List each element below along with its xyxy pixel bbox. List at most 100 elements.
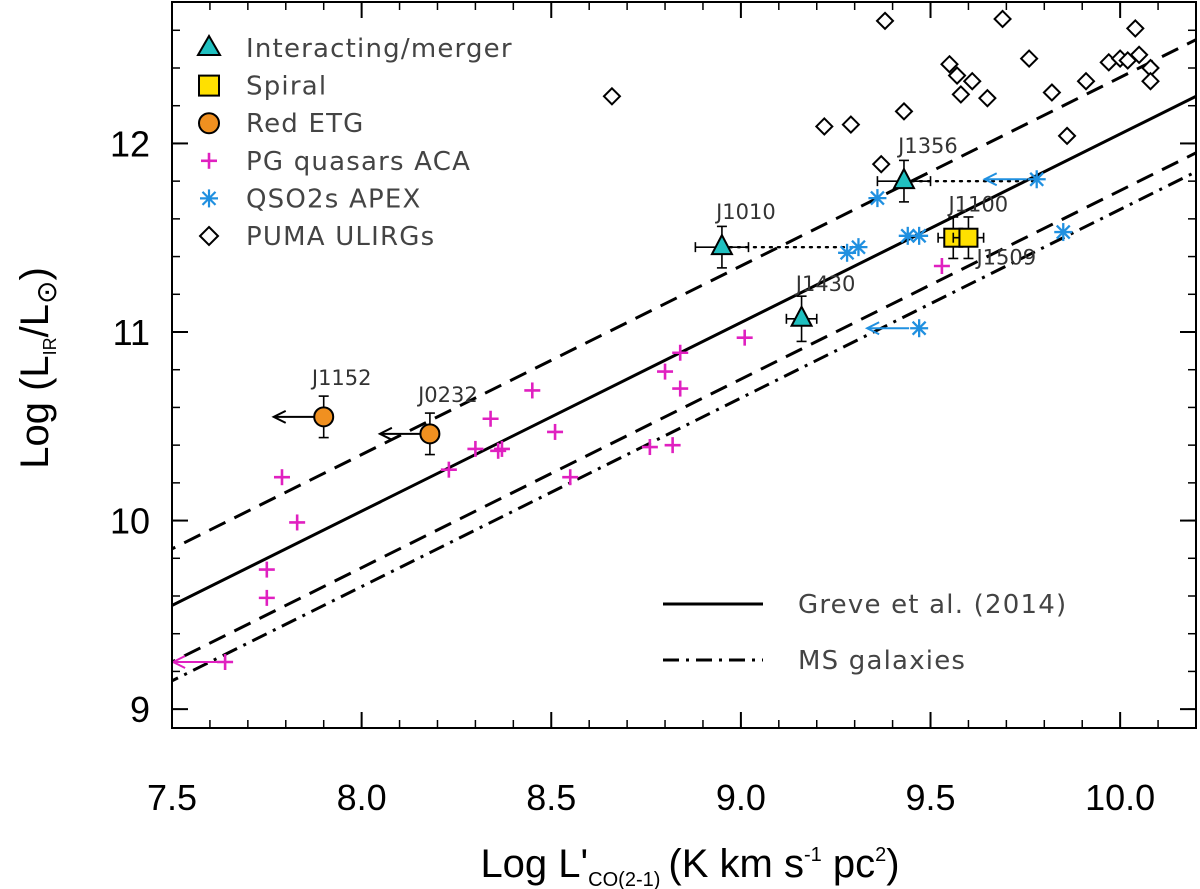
pg-quasar-point bbox=[524, 382, 541, 399]
puma-ulirg-point bbox=[894, 101, 914, 121]
pg-quasar-point bbox=[482, 410, 499, 427]
greve-upper-dashed-line bbox=[172, 38, 1196, 551]
pg-quasar-point bbox=[490, 442, 507, 459]
puma-ulirg-point bbox=[871, 154, 891, 174]
legend-label: Spiral bbox=[246, 72, 327, 102]
data-points bbox=[170, 9, 1160, 670]
axis-ticks: 7.5 8.0 8.5 9.0 9.5 10.0 9 10 11 12 bbox=[110, 2, 1197, 818]
pg-quasar-point bbox=[664, 437, 681, 454]
pg-quasar-point bbox=[672, 380, 689, 397]
connector-lines bbox=[720, 179, 1038, 249]
line-legend-label: Greve et al. (2014) bbox=[798, 590, 1067, 620]
x-tick-label: 9.0 bbox=[716, 777, 766, 818]
puma-ulirg-point bbox=[875, 11, 895, 31]
pg-quasar-point bbox=[217, 654, 234, 670]
pg-quasar-point bbox=[657, 363, 674, 380]
legend-label: Red ETG bbox=[246, 109, 365, 139]
relation-lines bbox=[172, 38, 1196, 683]
point-annotation: J1010 bbox=[714, 200, 776, 224]
y-axis-label: Log (LIR/L⊙) bbox=[13, 267, 62, 469]
puma-ulirg-point bbox=[962, 71, 982, 91]
puma-ulirg-point bbox=[1042, 83, 1062, 102]
puma-ulirg-point bbox=[947, 66, 967, 85]
red-etg-limit-arrow bbox=[271, 409, 314, 424]
puma-ulirg-point bbox=[814, 117, 834, 136]
pg-quasar-point bbox=[493, 440, 510, 457]
point-annotation: J1430 bbox=[794, 272, 856, 296]
puma-ulirg-point bbox=[841, 115, 861, 134]
legend-label: Interacting/merger bbox=[246, 34, 513, 64]
pg-quasar-point bbox=[562, 469, 579, 486]
legend-marker-plus bbox=[201, 152, 217, 169]
x-axis-label: Log L'CO(2-1) (K km s-1 pc2) bbox=[480, 842, 899, 889]
pg-quasar-point bbox=[467, 440, 484, 457]
merger-point bbox=[892, 166, 916, 190]
merger-point bbox=[789, 304, 814, 327]
ms-galaxies-line bbox=[172, 170, 1196, 683]
puma-ulirg-point bbox=[940, 54, 959, 74]
legend-marker-triangle bbox=[196, 34, 222, 56]
pg-quasar-point bbox=[440, 461, 457, 478]
y-tick-label: 9 bbox=[130, 689, 150, 730]
point-annotation: J0232 bbox=[416, 383, 478, 407]
x-tick-label: 7.5 bbox=[147, 777, 197, 818]
y-tick-label: 11 bbox=[113, 312, 150, 353]
legend-marker-circle bbox=[198, 112, 220, 135]
merger-point bbox=[710, 232, 734, 256]
red-etg-point bbox=[419, 423, 441, 445]
puma-ulirg-point bbox=[977, 88, 997, 108]
greve-lower-dashed-line bbox=[172, 151, 1196, 664]
point-annotations: J1152 J0232 J1010 J1430 J1356 J1100 J1509 bbox=[310, 134, 1036, 407]
legend-label: PG quasars ACA bbox=[246, 147, 471, 177]
puma-ulirg-point bbox=[1076, 71, 1096, 91]
legend-marker-diamond bbox=[198, 225, 220, 247]
puma-ulirg-point bbox=[1125, 18, 1145, 38]
legend-label: QSO2s APEX bbox=[246, 184, 422, 214]
qso2-point bbox=[868, 189, 887, 208]
red-etg-point bbox=[313, 406, 335, 428]
red-etg-limit-arrow bbox=[377, 426, 420, 441]
qso2-point bbox=[1054, 223, 1073, 242]
pg-quasar-point bbox=[273, 469, 290, 486]
x-tick-label: 8.0 bbox=[337, 777, 387, 818]
pg-quasar-limit-arrow bbox=[170, 655, 226, 669]
qso2-limit-arrow bbox=[864, 321, 910, 336]
x-tick-label: 8.5 bbox=[526, 777, 576, 818]
legend-label: PUMA ULIRGs bbox=[246, 222, 435, 252]
puma-ulirg-point bbox=[602, 86, 622, 106]
point-annotation: J1509 bbox=[974, 246, 1036, 270]
legend-marker-square bbox=[198, 74, 220, 97]
puma-ulirg-point bbox=[1129, 45, 1149, 65]
greve-relation-line bbox=[172, 94, 1196, 608]
puma-ulirg-point bbox=[1057, 126, 1077, 146]
spiral-point bbox=[958, 227, 979, 248]
point-annotation: J1100 bbox=[946, 193, 1008, 217]
puma-ulirg-point bbox=[1141, 71, 1160, 91]
pg-quasar-point bbox=[258, 561, 275, 578]
pg-quasar-point bbox=[672, 344, 689, 361]
qso2-point bbox=[1027, 170, 1046, 189]
y-tick-label: 12 bbox=[110, 123, 150, 164]
pg-quasar-point bbox=[547, 423, 564, 440]
line-legend-label: MS galaxies bbox=[798, 646, 966, 676]
puma-ulirg-point bbox=[993, 9, 1012, 29]
y-tick-label: 10 bbox=[110, 501, 150, 542]
legend-marker-asterisk bbox=[200, 189, 218, 208]
qso2-point bbox=[910, 226, 929, 245]
puma-ulirg-point bbox=[1019, 49, 1039, 68]
point-annotation: J1356 bbox=[896, 134, 958, 158]
line-legend: Greve et al. (2014) MS galaxies bbox=[663, 590, 1067, 676]
point-annotation: J1152 bbox=[310, 366, 372, 390]
plot-frame bbox=[171, 1, 1197, 729]
legend: Interacting/merger Spiral Red ETG PG quasar… bbox=[196, 34, 513, 252]
qso2-point bbox=[910, 319, 929, 338]
pg-quasar-point bbox=[641, 439, 658, 456]
x-tick-label: 10.0 bbox=[1085, 777, 1155, 818]
puma-ulirg-point bbox=[951, 84, 971, 104]
x-tick-label: 9.5 bbox=[905, 777, 955, 818]
pg-quasar-point bbox=[258, 589, 275, 606]
pg-quasar-point bbox=[736, 329, 753, 346]
qso2-limit-arrow bbox=[982, 172, 1027, 187]
pg-quasar-point bbox=[933, 258, 950, 274]
